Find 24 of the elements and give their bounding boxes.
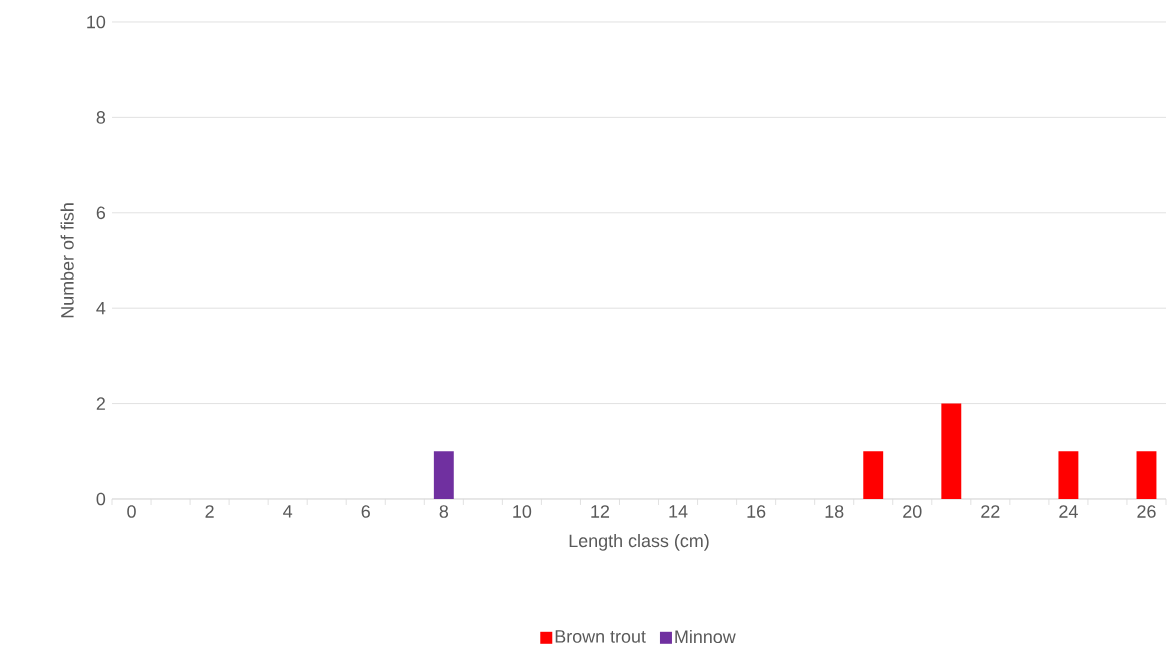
y-tick-label: 4 bbox=[96, 302, 106, 315]
y-tick-label: 2 bbox=[96, 397, 105, 410]
x-tick-label: 18 bbox=[825, 505, 844, 518]
legend-label: Minnow bbox=[675, 629, 736, 644]
x-axis-title: Length class (cm) bbox=[569, 534, 709, 551]
x-tick-label: 24 bbox=[1059, 505, 1078, 518]
x-tick-label: 4 bbox=[283, 505, 293, 518]
x-tick-label: 22 bbox=[981, 505, 1000, 518]
y-tick-label: 8 bbox=[96, 111, 106, 124]
x-tick-label: 6 bbox=[361, 505, 370, 518]
x-tick-label: 14 bbox=[669, 505, 688, 518]
y-tick-label: 0 bbox=[96, 492, 106, 506]
y-tick-label: 6 bbox=[96, 206, 106, 220]
y-axis-title: Number of fish bbox=[60, 203, 74, 318]
x-tick-label: 26 bbox=[1137, 505, 1156, 518]
x-tick-label: 20 bbox=[903, 505, 922, 518]
x-tick-label: 16 bbox=[747, 505, 766, 518]
x-tick-label: 12 bbox=[591, 505, 610, 518]
y-tick-label: 10 bbox=[87, 15, 106, 29]
x-tick-label: 0 bbox=[127, 505, 136, 518]
x-tick-label: 10 bbox=[513, 505, 532, 518]
x-tick-label: 8 bbox=[439, 505, 449, 518]
x-tick-label: 2 bbox=[205, 505, 214, 518]
legend-label: Brown trout bbox=[555, 630, 646, 643]
